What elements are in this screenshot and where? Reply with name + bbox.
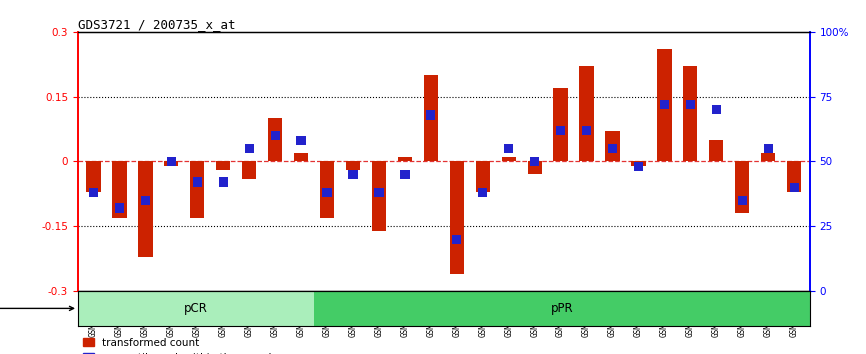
Bar (400, 170, 410, 179)
Bar (634, 162, 643, 171)
Bar (191, 161, 204, 218)
Bar (87, 161, 100, 192)
Text: pPR: pPR (551, 302, 573, 315)
Bar (322, 188, 332, 197)
Bar (320, 161, 334, 218)
Bar (397, 157, 412, 161)
Bar (314, 291, 810, 326)
Legend: transformed count, percentile rank within the sample: transformed count, percentile rank withi… (83, 338, 278, 354)
Bar (660, 100, 669, 109)
Bar (372, 161, 386, 230)
Bar (787, 161, 801, 192)
Bar (478, 188, 488, 197)
Bar (764, 144, 772, 153)
Bar (683, 67, 697, 161)
Bar (553, 88, 568, 161)
Bar (216, 161, 230, 170)
Bar (268, 118, 282, 161)
Bar (712, 105, 721, 114)
Text: disease state: disease state (0, 303, 74, 313)
Text: pCR: pCR (184, 302, 208, 315)
Bar (761, 153, 775, 161)
Bar (449, 161, 464, 274)
Bar (579, 67, 594, 161)
Bar (605, 131, 620, 161)
Bar (452, 234, 462, 244)
Bar (790, 183, 798, 192)
Bar (582, 126, 591, 135)
Bar (78, 291, 314, 326)
Bar (501, 157, 516, 161)
Bar (530, 157, 540, 166)
Bar (657, 49, 671, 161)
Bar (192, 177, 202, 187)
Bar (631, 161, 645, 166)
Bar (89, 188, 98, 197)
Bar (242, 161, 256, 179)
Bar (738, 196, 746, 205)
Bar (270, 131, 280, 140)
Bar (139, 161, 152, 257)
Bar (426, 110, 436, 120)
Bar (608, 144, 617, 153)
Bar (348, 170, 358, 179)
Text: GDS3721 / 200735_x_at: GDS3721 / 200735_x_at (78, 18, 236, 31)
Bar (504, 144, 514, 153)
Bar (556, 126, 565, 135)
Bar (296, 136, 306, 145)
Bar (165, 161, 178, 166)
Bar (167, 157, 176, 166)
Bar (218, 177, 228, 187)
Bar (346, 161, 360, 170)
Bar (244, 144, 254, 153)
Bar (686, 100, 695, 109)
Bar (141, 196, 150, 205)
Bar (374, 188, 384, 197)
Bar (294, 153, 308, 161)
Bar (709, 140, 723, 161)
Bar (475, 161, 490, 192)
Bar (113, 161, 126, 218)
Bar (423, 75, 438, 161)
Bar (527, 161, 542, 175)
Bar (115, 204, 124, 213)
Bar (735, 161, 749, 213)
